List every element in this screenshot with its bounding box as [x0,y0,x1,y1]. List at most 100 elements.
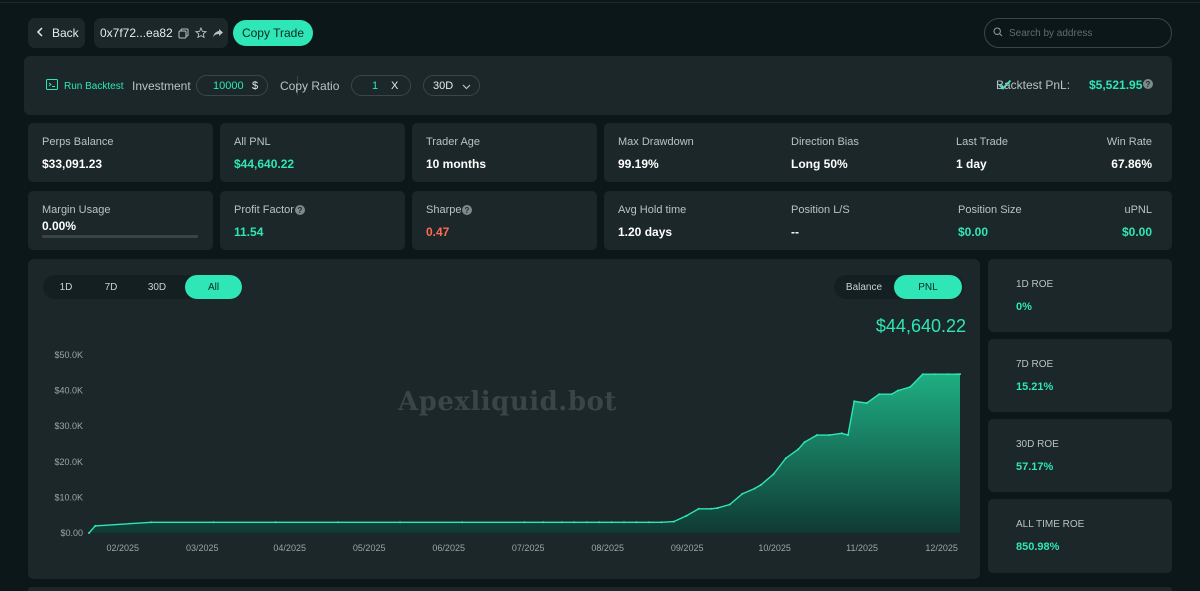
star-icon[interactable] [194,27,207,39]
top-divider [0,2,1200,3]
tab-30d[interactable]: 30D [147,281,167,293]
stat-card-sharpe: Sharpe ? 0.47 [412,191,597,250]
investment-input[interactable]: 10000 $ [196,75,268,96]
roe-1d-value: 0% [1016,301,1032,313]
pnl-chart: $0.00 $10.0K $20.0K $30.0K $40.0K $50.0K 02/20… [54,350,961,553]
pnl-data-point [560,521,563,524]
tab-all[interactable]: All [185,275,242,299]
pnl-data-point [853,400,856,403]
roe-30d-value: 57.17% [1016,461,1054,473]
pnl-data-point [909,386,912,388]
margin-usage-label: Margin Usage [42,204,111,216]
roe-card-30d: 30D ROE 57.17% [988,419,1172,492]
pnl-data-point [955,373,958,376]
sharpe-label: Sharpe [426,204,462,216]
avg-hold-value: 1.20 days [618,225,673,239]
all-pnl-label: All PNL [234,136,271,148]
last-trade-label: Last Trade [956,136,1008,148]
pnl-chart-panel: 1D 7D 30D All Balance PNL $44,640.22 $0.… [28,259,980,579]
roe-card-1d: 1D ROE 0% [988,259,1172,332]
tab-balance[interactable]: Balance [845,281,883,293]
copy-ratio-label: Copy Ratio [280,79,340,93]
trader-age-label: Trader Age [426,136,481,148]
x-tick-label: 02/2025 [106,543,139,553]
max-drawdown-label: Max Drawdown [618,136,694,148]
period-value: 30D [433,79,454,92]
copy-ratio-value: 1 [372,79,379,92]
x-tick-label: 03/2025 [186,543,219,553]
divider [297,76,298,95]
pnl-data-point [573,521,576,524]
x-tick-label: 07/2025 [512,543,545,553]
range-tabs: 1D 7D 30D All [43,275,243,299]
copy-icon[interactable] [178,27,190,39]
check-icon [998,78,1012,96]
pnl-data-point [635,521,638,524]
pnl-data-point [815,434,818,437]
stat-card-trader-age: Trader Age 10 months [412,123,597,182]
pnl-data-point [716,507,719,510]
y-tick-label: $0.00 [60,528,83,538]
stat-card-margin-usage: Margin Usage 0.00% [28,191,213,250]
pnl-data-point [772,473,775,476]
y-tick-label: $30.0K [54,421,83,431]
direction-bias-value: Long 50% [791,157,848,171]
x-tick-label: 12/2025 [925,543,958,553]
copy-ratio-unit: X [391,79,399,92]
terminal-icon [46,79,58,93]
stat-card-profit-factor: Profit Factor ? 11.54 [220,191,405,250]
pnl-data-point [934,373,937,376]
tab-1d[interactable]: 1D [59,281,73,293]
period-select[interactable]: 30D [423,75,480,96]
pnl-data-point [710,507,713,510]
pnl-data-point [461,521,464,524]
roe-all-time-label: ALL TIME ROE [1016,519,1085,530]
back-button[interactable]: Back [28,18,85,48]
help-icon[interactable]: ? [1143,79,1153,89]
roe-7d-label: 7D ROE [1016,359,1054,370]
x-tick-label: 08/2025 [591,543,624,553]
roe-30d-label: 30D ROE [1016,439,1059,450]
help-icon[interactable]: ? [462,205,472,215]
pnl-data-point [803,441,806,444]
position-ls-label: Position L/S [791,204,850,216]
y-tick-label: $40.0K [54,386,83,396]
search-input[interactable] [1009,27,1159,39]
search-box[interactable] [984,18,1172,48]
tab-7d[interactable]: 7D [104,281,118,293]
investment-value: 10000 [213,79,244,92]
pnl-data-point [921,373,924,376]
investment-label: Investment [132,79,191,93]
pnl-data-point [88,532,90,534]
run-backtest-button[interactable]: Run Backtest [46,79,123,93]
pnl-data-point [623,521,625,524]
trader-age-value: 10 months [426,157,487,171]
copy-ratio-input[interactable]: 1 X [351,75,411,96]
pnl-data-point [896,389,899,392]
current-pnl-value: $44,640.22 [875,316,966,336]
pnl-data-point [946,373,949,376]
help-icon[interactable]: ? [295,205,305,215]
upnl-value: $0.00 [1121,225,1152,239]
tab-pnl[interactable]: PNL [894,275,962,299]
pnl-data-point [741,492,744,495]
pnl-data-point [598,521,601,524]
copy-trade-button[interactable]: Copy Trade [233,20,313,46]
x-tick-label: 11/2025 [846,543,878,553]
win-rate-label: Win Rate [1106,136,1152,148]
share-icon[interactable] [212,27,224,39]
pnl-data-point [697,507,700,510]
direction-bias-label: Direction Bias [791,136,859,148]
profit-factor-value: 11.54 [234,225,264,239]
stat-card-position-metrics: Avg Hold time 1.20 days Position L/S -- … [604,191,1172,250]
y-tick-label: $50.0K [54,350,83,360]
upnl-label: uPNL [1124,204,1152,216]
pnl-data-point [685,514,688,517]
roe-all-time-value: 850.98% [1016,541,1060,553]
sharpe-value: 0.47 [426,225,450,239]
x-tick-label: 05/2025 [353,543,386,553]
position-ls-value: -- [791,225,799,239]
pnl-data-point [647,521,650,524]
chevron-down-icon [462,81,471,93]
run-backtest-label: Run Backtest [64,80,124,92]
